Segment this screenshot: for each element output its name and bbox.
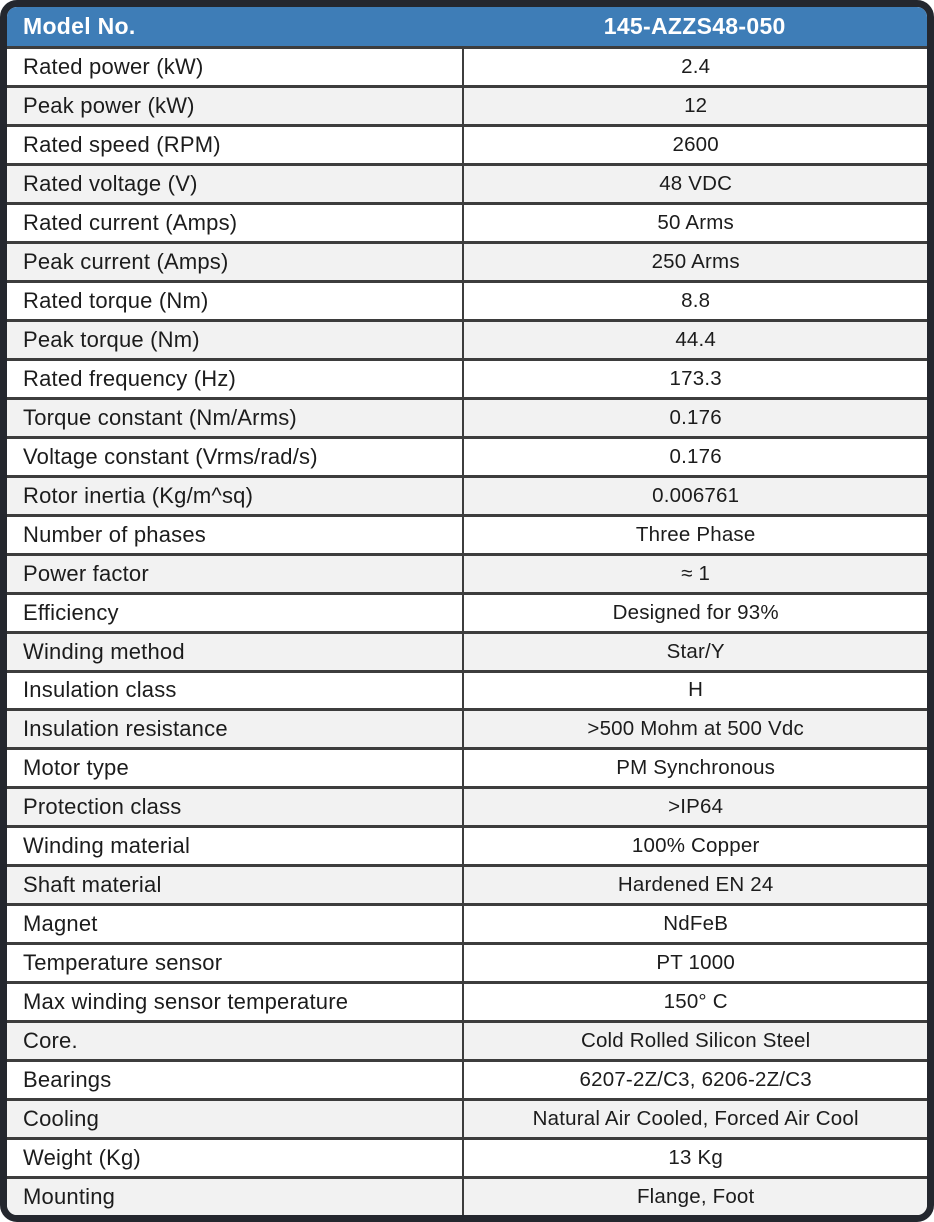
row-value: 48 VDC — [462, 165, 927, 202]
table-row: Rated current (Amps) 50 Arms — [7, 201, 927, 241]
table-row: Rated torque (Nm) 8.8 — [7, 279, 927, 319]
row-label: Voltage constant (Vrms/rad/s) — [23, 443, 318, 469]
table-header: Model No. 145-AZZS48-050 — [7, 7, 927, 46]
row-value: 6207-2Z/C3, 6206-2Z/C3 — [462, 1062, 927, 1099]
row-label: Rated torque (Nm) — [23, 287, 209, 313]
row-label: Winding material — [23, 833, 191, 859]
row-value: 8.8 — [462, 282, 927, 319]
table-row: Rotor inertia (Kg/m^sq) 0.006761 — [7, 474, 927, 514]
table-row: Winding method Star/Y — [7, 630, 927, 670]
row-value: >500 Mohm at 500 Vdc — [462, 711, 927, 748]
table-row: Cooling Natural Air Cooled, Forced Air C… — [7, 1098, 927, 1138]
row-label: Rated power (kW) — [23, 53, 204, 79]
row-value: NdFeB — [462, 906, 927, 943]
row-value: 173.3 — [462, 360, 927, 397]
row-label: Rated speed (RPM) — [23, 131, 221, 157]
row-label: Magnet — [23, 911, 98, 937]
row-value: Three Phase — [462, 516, 927, 553]
row-value: H — [462, 672, 927, 709]
row-label: Protection class — [23, 794, 182, 820]
table-row: Insulation class H — [7, 669, 927, 709]
table-row: Temperature sensor PT 1000 — [7, 942, 927, 982]
table-row: Rated speed (RPM) 2600 — [7, 123, 927, 163]
table-row: Rated power (kW) 2.4 — [7, 46, 927, 85]
header-model-label: Model No. — [23, 13, 136, 39]
table-row: Rated frequency (Hz) 173.3 — [7, 357, 927, 397]
row-value: 2.4 — [462, 49, 927, 85]
row-label: Rotor inertia (Kg/m^sq) — [23, 482, 254, 508]
row-value: 44.4 — [462, 321, 927, 358]
row-label: Torque constant (Nm/Arms) — [23, 404, 297, 430]
table-row: Core. Cold Rolled Silicon Steel — [7, 1020, 927, 1060]
table-row: Max winding sensor temperature 150° C — [7, 981, 927, 1021]
row-label: Weight (Kg) — [23, 1145, 141, 1171]
row-label: Number of phases — [23, 521, 206, 547]
table-row: Number of phases Three Phase — [7, 513, 927, 553]
table-row: Peak power (kW) 12 — [7, 84, 927, 124]
table-row: Voltage constant (Vrms/rad/s) 0.176 — [7, 435, 927, 475]
row-label: Cooling — [23, 1106, 100, 1132]
table-row: Insulation resistance >500 Mohm at 500 V… — [7, 708, 927, 748]
table-row: Rated voltage (V) 48 VDC — [7, 162, 927, 202]
row-label: Temperature sensor — [23, 950, 223, 976]
row-label: Power factor — [23, 560, 149, 586]
row-label: Rated voltage (V) — [23, 170, 198, 196]
table-row: Efficiency Designed for 93% — [7, 591, 927, 631]
row-value: 0.006761 — [462, 477, 927, 514]
row-value: Designed for 93% — [462, 594, 927, 631]
table-row: Weight (Kg) 13 Kg — [7, 1137, 927, 1177]
table-row: Bearings 6207-2Z/C3, 6206-2Z/C3 — [7, 1059, 927, 1099]
row-value: >IP64 — [462, 789, 927, 826]
row-value: Flange, Foot — [462, 1179, 927, 1215]
row-value: Cold Rolled Silicon Steel — [462, 1023, 927, 1060]
row-value: 2600 — [462, 126, 927, 163]
row-label: Motor type — [23, 755, 129, 781]
header-model-value: 145-AZZS48-050 — [603, 13, 786, 39]
row-value: 0.176 — [462, 438, 927, 475]
row-value: ≈ 1 — [462, 555, 927, 592]
row-value: PT 1000 — [462, 945, 927, 982]
row-label: Bearings — [23, 1067, 112, 1093]
table-row: Peak current (Amps) 250 Arms — [7, 240, 927, 280]
row-label: Rated current (Amps) — [23, 209, 238, 235]
row-value: Hardened EN 24 — [462, 867, 927, 904]
table-row: Power factor ≈ 1 — [7, 552, 927, 592]
row-value: 150° C — [462, 984, 927, 1021]
row-value: Star/Y — [462, 633, 927, 670]
row-value: 13 Kg — [462, 1140, 927, 1177]
row-value: 250 Arms — [462, 243, 927, 280]
row-value: PM Synchronous — [462, 750, 927, 787]
row-label: Peak current (Amps) — [23, 248, 229, 274]
row-value: 12 — [462, 87, 927, 124]
row-label: Insulation class — [23, 677, 177, 703]
row-label: Peak torque (Nm) — [23, 326, 200, 352]
row-label: Mounting — [23, 1184, 116, 1210]
table-row: Peak torque (Nm) 44.4 — [7, 318, 927, 358]
table-row: Protection class >IP64 — [7, 786, 927, 826]
table-row: Torque constant (Nm/Arms) 0.176 — [7, 396, 927, 436]
row-value: 50 Arms — [462, 204, 927, 241]
row-label: Insulation resistance — [23, 716, 228, 742]
row-value: Natural Air Cooled, Forced Air Cool — [462, 1101, 927, 1138]
row-value: 100% Copper — [462, 828, 927, 865]
row-label: Peak power (kW) — [23, 92, 195, 118]
row-label: Max winding sensor temperature — [23, 989, 349, 1015]
row-label: Winding method — [23, 638, 185, 664]
table-row: Winding material 100% Copper — [7, 825, 927, 865]
row-label: Efficiency — [23, 599, 119, 625]
table-row: Motor type PM Synchronous — [7, 747, 927, 787]
table-row: Shaft material Hardened EN 24 — [7, 864, 927, 904]
table-row: Mounting Flange, Foot — [7, 1176, 927, 1215]
row-value: 0.176 — [462, 399, 927, 436]
row-label: Rated frequency (Hz) — [23, 365, 237, 391]
row-label: Core. — [23, 1028, 78, 1054]
table-row: Magnet NdFeB — [7, 903, 927, 943]
row-label: Shaft material — [23, 872, 162, 898]
